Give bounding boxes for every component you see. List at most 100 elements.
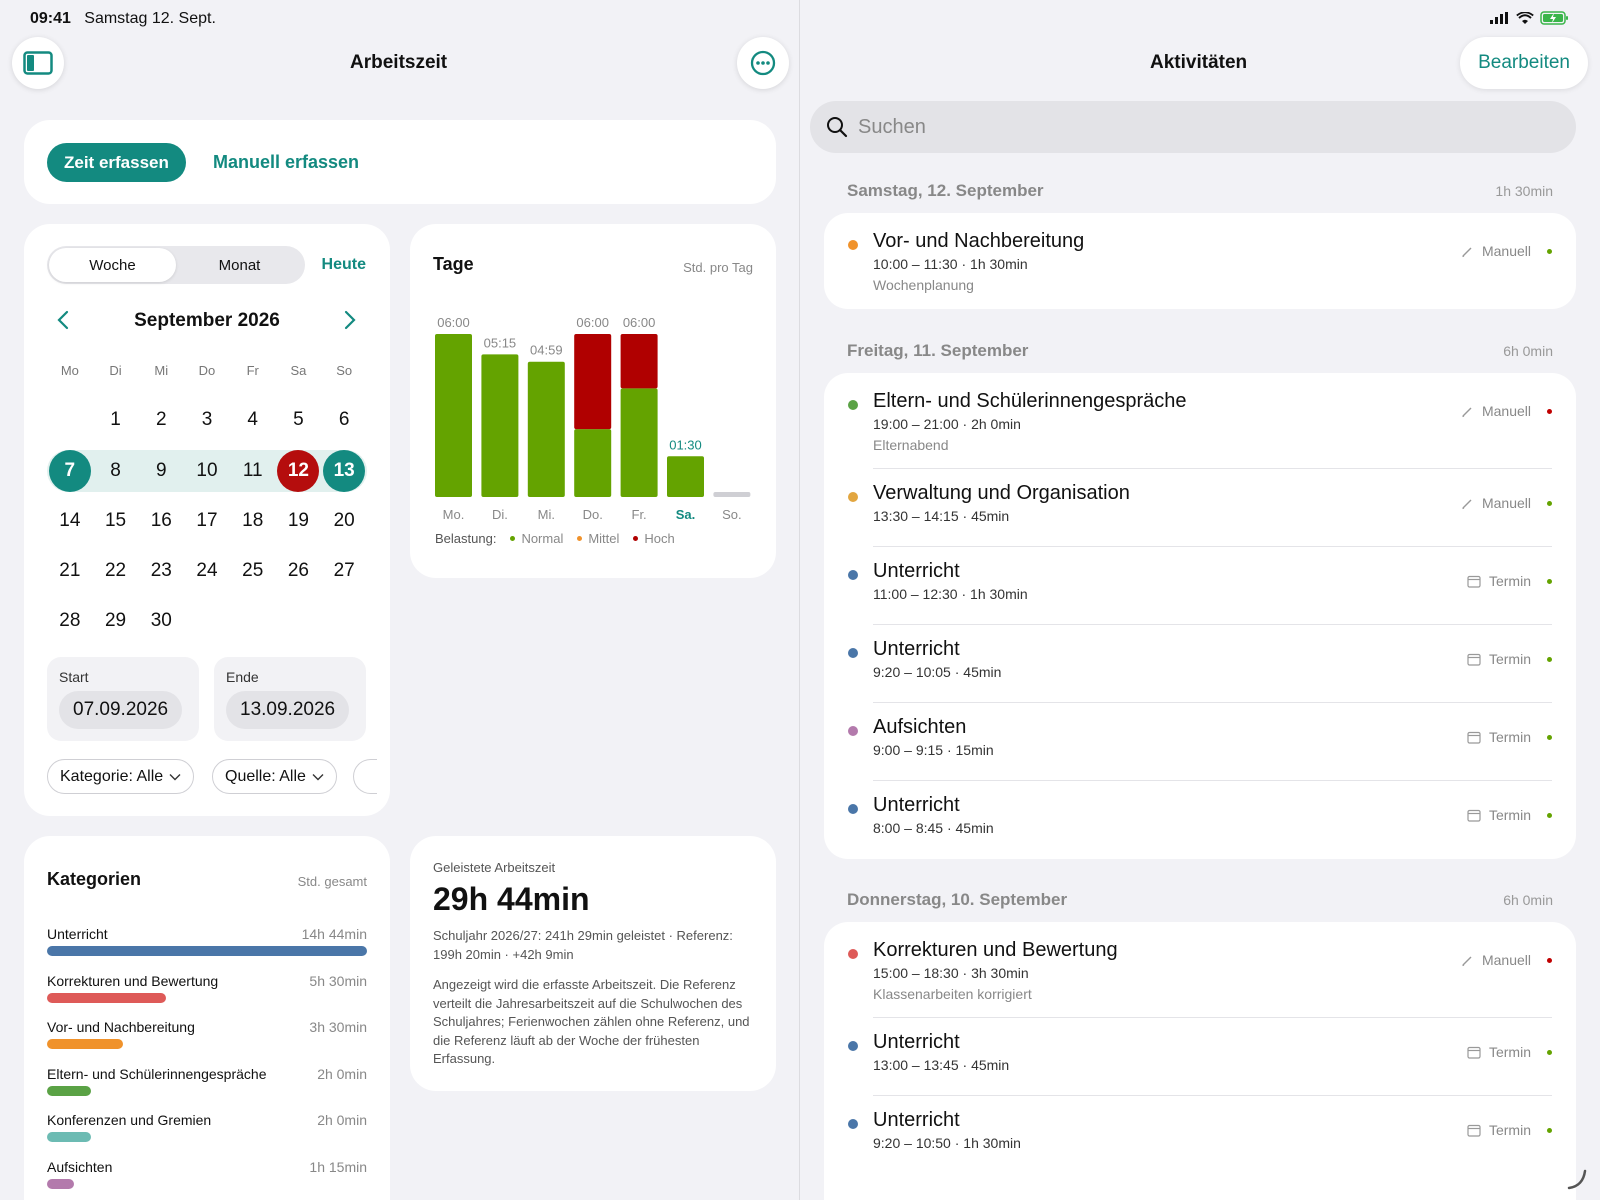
- category-row[interactable]: Vor- und Nachbereitung 3h 30min: [47, 1019, 367, 1061]
- calendar-day[interactable]: 18: [242, 510, 264, 531]
- calendar-day[interactable]: 25: [242, 560, 264, 581]
- calendar-day[interactable]: 24: [196, 560, 218, 581]
- activity-row[interactable]: Unterricht 11:00 – 12:30 · 1h 30min Termin: [824, 547, 1576, 625]
- activity-row[interactable]: Unterricht 8:00 – 8:45 · 45min Termin: [824, 781, 1576, 859]
- load-status-dot: [1547, 1128, 1552, 1133]
- search-bar: [810, 101, 1576, 153]
- calendar-day[interactable]: 11: [229, 450, 276, 492]
- calendar-icon: [1467, 731, 1481, 744]
- activity-note: Elternabend: [873, 437, 949, 453]
- edit-button[interactable]: Bearbeiten: [1460, 37, 1588, 89]
- calendar-day[interactable]: 16: [150, 510, 172, 531]
- activity-row[interactable]: Korrekturen und Bewertung 15:00 – 18:30 ·…: [824, 922, 1576, 1018]
- activity-source: Manuell: [1461, 403, 1531, 419]
- category-row[interactable]: Konferenzen und Gremien 2h 0min: [47, 1112, 367, 1154]
- calendar-day[interactable]: 26: [287, 560, 309, 581]
- load-status-dot: [1547, 579, 1552, 584]
- summary-detail: Schuljahr 2026/27: 241h 29min geleistet …: [433, 928, 733, 962]
- search-input[interactable]: [858, 115, 1508, 139]
- category-name: Korrekturen und Bewertung: [47, 972, 219, 989]
- categories-subtitle: Std. gesamt: [297, 874, 367, 889]
- today-button[interactable]: Heute: [321, 256, 366, 273]
- more-options-button[interactable]: [737, 37, 789, 89]
- activity-row[interactable]: Eltern- und Schülerinnengespräche 19:00 –…: [824, 373, 1576, 469]
- activity-title: Verwaltung und Organisation: [873, 482, 1130, 504]
- calendar-day[interactable]: 13: [321, 450, 367, 492]
- calendar-day[interactable]: 4: [247, 409, 258, 430]
- manual-entry-button[interactable]: Manuell erfassen: [213, 152, 360, 172]
- calendar-day[interactable]: 20: [333, 510, 355, 531]
- sidebar-toggle-button[interactable]: [12, 37, 64, 89]
- source-label: Manuell: [1481, 403, 1531, 419]
- calendar-day[interactable]: 29: [104, 610, 127, 631]
- calendar-day[interactable]: 6: [338, 409, 350, 430]
- calendar-day[interactable]: 10: [184, 450, 230, 492]
- activity-row[interactable]: Unterricht 9:20 – 10:05 · 45min Termin: [824, 625, 1576, 703]
- segment-month[interactable]: Monat: [218, 256, 261, 274]
- calendar-day[interactable]: 27: [333, 560, 355, 581]
- summary-total: 29h 44min: [433, 881, 590, 917]
- calendar-day[interactable]: 30: [150, 610, 172, 631]
- section-date: Donnerstag, 10. September: [847, 890, 1068, 909]
- range-endpoint-marker: 13: [323, 450, 366, 492]
- chevron-right-icon[interactable]: [343, 310, 357, 330]
- category-row[interactable]: Eltern- und Schülerinnengespräche 2h 0min: [47, 1066, 367, 1108]
- legend-hoch: Hoch: [633, 531, 675, 546]
- more-filter-chip[interactable]: [353, 759, 377, 794]
- calendar-day[interactable]: 7: [47, 450, 93, 492]
- calendar-day[interactable]: 5: [293, 409, 304, 430]
- calendar-day[interactable]: 28: [59, 610, 81, 631]
- activity-title: Korrekturen und Bewertung: [873, 939, 1118, 961]
- activity-row[interactable]: Verwaltung und Organisation 13:30 – 14:15…: [824, 469, 1576, 547]
- calendar-day[interactable]: 15: [104, 510, 127, 531]
- resize-handle-icon[interactable]: [1566, 1168, 1588, 1190]
- summary-label: Geleistete Arbeitszeit: [433, 860, 556, 875]
- source-filter-label: Quelle: Alle: [225, 767, 306, 785]
- calendar-day[interactable]: 12: [275, 450, 322, 492]
- calendar-day[interactable]: 3: [201, 409, 213, 430]
- category-bar: [47, 1132, 91, 1142]
- load-status-dot: [1547, 501, 1552, 506]
- segment-week[interactable]: Woche: [49, 248, 176, 282]
- calendar-day[interactable]: 9: [138, 450, 185, 492]
- ellipsis-circle-icon: [750, 50, 776, 76]
- activity-row[interactable]: Aufsichten 9:00 – 9:15 · 15min Termin: [824, 703, 1576, 781]
- category-bar: [47, 946, 367, 956]
- load-status-dot: [1547, 813, 1552, 818]
- calendar-day[interactable]: 22: [104, 560, 127, 581]
- end-date-picker[interactable]: 13.09.2026: [226, 691, 350, 729]
- calendar-day[interactable]: 14: [59, 510, 81, 531]
- category-row[interactable]: Aufsichten 1h 15min: [47, 1159, 367, 1200]
- calendar-day[interactable]: 1: [110, 409, 121, 430]
- source-filter[interactable]: Quelle: Alle: [212, 759, 337, 794]
- category-row[interactable]: Unterricht 14h 44min: [47, 926, 367, 968]
- activity-row[interactable]: Unterricht 9:20 – 10:50 · 1h 30min Termin: [824, 1096, 1576, 1174]
- pencil-icon: [1462, 956, 1472, 966]
- calendar-week-row: 28 29 30: [47, 600, 367, 642]
- category-hours: 5h 30min: [309, 972, 367, 989]
- activity-list-card: Korrekturen und Bewertung 15:00 – 18:30 ·…: [824, 922, 1576, 1200]
- calendar-week-row: 21 22 23 24 25 26 27: [47, 550, 367, 592]
- category-filter[interactable]: Kategorie: Alle: [47, 759, 195, 794]
- calendar-day[interactable]: 8: [92, 450, 139, 492]
- calendar-day[interactable]: 17: [196, 510, 218, 531]
- x-tick-label: Sa.: [676, 507, 696, 522]
- calendar-day[interactable]: 23: [150, 560, 172, 581]
- category-name: Unterricht: [47, 926, 108, 942]
- activity-row[interactable]: Unterricht 13:00 – 13:45 · 45min Termin: [824, 1018, 1576, 1096]
- calendar-day[interactable]: 21: [59, 560, 81, 581]
- calendar-day[interactable]: 2: [155, 409, 167, 430]
- activity-time: 11:00 – 12:30 · 1h 30min: [873, 586, 1028, 602]
- start-tracking-button[interactable]: Zeit erfassen: [47, 143, 186, 182]
- weekday-label: Di: [109, 363, 122, 378]
- category-color-dot: [848, 570, 858, 580]
- category-color-dot: [848, 240, 858, 250]
- weekday-label: Mi: [154, 363, 169, 378]
- category-row[interactable]: Korrekturen und Bewertung 5h 30min: [47, 973, 367, 1015]
- activity-row[interactable]: Vor- und Nachbereitung 10:00 – 11:30 · 1h…: [824, 213, 1576, 309]
- legend-label: Belastung:: [435, 531, 497, 546]
- weekday-label: So: [336, 363, 353, 378]
- chevron-left-icon[interactable]: [56, 310, 70, 330]
- calendar-day[interactable]: 19: [287, 510, 309, 531]
- start-date-picker[interactable]: 07.09.2026: [59, 691, 183, 729]
